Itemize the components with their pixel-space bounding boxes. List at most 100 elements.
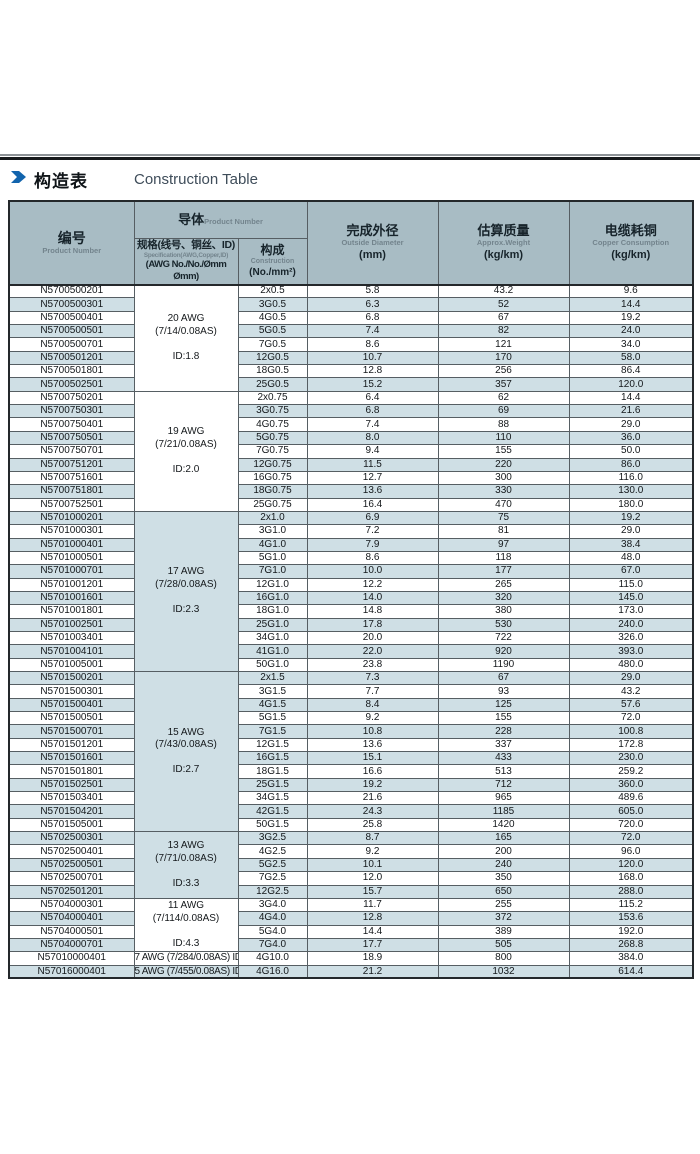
cell-construction: 3G0.5 bbox=[237, 297, 308, 312]
cell-outside-diameter: 14.8 bbox=[306, 604, 439, 619]
cell-product-number: N5704000501 bbox=[8, 924, 135, 939]
table-row: N5701000501 5G1.0 8.6 118 48.0 bbox=[8, 550, 694, 566]
cell-approx-weight: 712 bbox=[437, 777, 570, 793]
header-outside-diameter: 完成外径 Outside Diameter (mm) bbox=[306, 200, 439, 286]
table-row: N5702500301 13 AWG (7/71/0.08AS) ID:3.3 3G2… bbox=[8, 831, 694, 899]
cell-approx-weight: 265 bbox=[437, 577, 570, 592]
table-row: N5700502501 25G0.5 15.2 357 120.0 bbox=[8, 377, 694, 392]
cell-approx-weight: 93 bbox=[437, 684, 570, 699]
page-title-zh: 构造表 bbox=[34, 172, 88, 191]
cell-outside-diameter: 15.1 bbox=[306, 751, 439, 766]
cell-copper-consumption: 38.4 bbox=[568, 537, 694, 552]
table-row: N5700752501 25G0.75 16.4 470 180.0 bbox=[8, 497, 694, 512]
cell-construction: 3G0.75 bbox=[237, 404, 308, 419]
cell-construction: 16G1.5 bbox=[237, 751, 308, 766]
cell-copper-consumption: 614.4 bbox=[568, 964, 694, 979]
cell-outside-diameter: 10.7 bbox=[306, 350, 439, 366]
header-spec-zh: 规格(线号、铜丝、ID) bbox=[137, 238, 235, 251]
cell-product-number: N5701504201 bbox=[8, 804, 135, 819]
cell-product-number: N5701000401 bbox=[8, 537, 135, 552]
header-spec-en: Specification(AWG,Copper,ID) bbox=[143, 251, 229, 259]
cell-approx-weight: 177 bbox=[437, 564, 570, 579]
cell-outside-diameter: 7.4 bbox=[306, 417, 439, 432]
cell-approx-weight: 97 bbox=[437, 537, 570, 552]
table-row: N5704000501 5G4.0 14.4 389 192.0 bbox=[8, 924, 694, 939]
page-title-en: Construction Table bbox=[134, 171, 258, 188]
cell-outside-diameter: 6.4 bbox=[306, 390, 439, 406]
header-construction-en: Construction bbox=[250, 258, 295, 265]
cell-construction: 12G1.0 bbox=[237, 577, 308, 592]
cell-product-number: N5700750301 bbox=[8, 404, 135, 419]
table-row: N5701000401 4G1.0 7.9 97 38.4 bbox=[8, 537, 694, 552]
header-spec-unit: (AWG No./No./Ømm Ømm) bbox=[145, 258, 227, 283]
table-row: N5701502501 25G1.5 19.2 712 360.0 bbox=[8, 777, 694, 793]
cell-copper-consumption: 480.0 bbox=[568, 657, 694, 673]
cell-copper-consumption: 72.0 bbox=[568, 831, 694, 846]
cell-outside-diameter: 12.7 bbox=[306, 470, 439, 486]
cell-outside-diameter: 12.0 bbox=[306, 871, 439, 886]
cell-approx-weight: 200 bbox=[437, 844, 570, 859]
cell-construction: 4G0.75 bbox=[237, 417, 308, 432]
cell-outside-diameter: 12.8 bbox=[306, 364, 439, 379]
table-row: N5701500701 7G1.5 10.8 228 100.8 bbox=[8, 724, 694, 739]
cell-copper-consumption: 21.6 bbox=[568, 404, 694, 419]
table-row: N5700500701 7G0.5 8.6 121 34.0 bbox=[8, 337, 694, 352]
table-row: N5700750301 3G0.75 6.8 69 21.6 bbox=[8, 404, 694, 419]
table-row: N5701503401 34G1.5 21.6 965 489.6 bbox=[8, 791, 694, 806]
cell-construction: 12G2.5 bbox=[237, 884, 308, 899]
table-row: N5701504201 42G1.5 24.3 1185 605.0 bbox=[8, 804, 694, 819]
table-row: N5700501801 18G0.5 12.8 256 86.4 bbox=[8, 364, 694, 379]
cell-product-number: N5701500701 bbox=[8, 724, 135, 739]
cell-outside-diameter: 12.2 bbox=[306, 577, 439, 592]
cell-approx-weight: 52 bbox=[437, 297, 570, 312]
cell-construction: 4G16.0 bbox=[237, 964, 308, 979]
cell-product-number: N5702500701 bbox=[8, 871, 135, 886]
header-copper-unit: (kg/km) bbox=[611, 249, 651, 262]
right-chevron-arrow-icon bbox=[10, 170, 26, 189]
cell-copper-consumption: 29.0 bbox=[568, 671, 694, 686]
cell-product-number: N5700501801 bbox=[8, 364, 135, 379]
cell-approx-weight: 800 bbox=[437, 951, 570, 966]
table-row: N5702500501 5G2.5 10.1 240 120.0 bbox=[8, 857, 694, 873]
cell-approx-weight: 69 bbox=[437, 404, 570, 419]
cell-approx-weight: 256 bbox=[437, 364, 570, 379]
cell-product-number: N5700502501 bbox=[8, 377, 135, 392]
cell-outside-diameter: 6.3 bbox=[306, 297, 439, 312]
table-header: 编号 Product Number 导体Product Number 完成外径 … bbox=[8, 200, 694, 286]
cell-construction: 12G0.5 bbox=[237, 350, 308, 366]
table-row: N5701002501 25G1.0 17.8 530 240.0 bbox=[8, 617, 694, 632]
cell-copper-consumption: 230.0 bbox=[568, 751, 694, 766]
cell-construction: 18G0.5 bbox=[237, 364, 308, 379]
cell-construction: 34G1.5 bbox=[237, 791, 308, 806]
cell-product-number: N5701501601 bbox=[8, 751, 135, 766]
cell-copper-consumption: 120.0 bbox=[568, 377, 694, 392]
table-row: N5701501801 18G1.5 16.6 513 259.2 bbox=[8, 764, 694, 779]
table-row: N5701004101 41G1.0 22.0 920 393.0 bbox=[8, 644, 694, 659]
table-row: N5701505001 50G1.5 25.8 1420 720.0 bbox=[8, 817, 694, 833]
cell-construction: 7G0.5 bbox=[237, 337, 308, 352]
cell-construction: 7G4.0 bbox=[237, 937, 308, 953]
cell-outside-diameter: 11.7 bbox=[306, 897, 439, 913]
cell-outside-diameter: 24.3 bbox=[306, 804, 439, 819]
cell-outside-diameter: 9.2 bbox=[306, 711, 439, 726]
cell-approx-weight: 372 bbox=[437, 911, 570, 926]
table-row: N5701000201 17 AWG (7/28/0.08AS) ID:2.3 2x1… bbox=[8, 510, 694, 673]
cell-approx-weight: 110 bbox=[437, 430, 570, 446]
cell-outside-diameter: 12.8 bbox=[306, 911, 439, 926]
header-conductor: 导体Product Number bbox=[133, 200, 308, 239]
cell-copper-consumption: 153.6 bbox=[568, 911, 694, 926]
cell-approx-weight: 62 bbox=[437, 390, 570, 406]
cell-copper-consumption: 34.0 bbox=[568, 337, 694, 352]
cell-construction: 7G0.75 bbox=[237, 444, 308, 459]
cell-approx-weight: 170 bbox=[437, 350, 570, 366]
cell-product-number: N57010000401 bbox=[8, 951, 135, 966]
cell-outside-diameter: 7.7 bbox=[306, 684, 439, 699]
table-row: N5701500201 15 AWG (7/43/0.08AS) ID:2.7 2x1… bbox=[8, 671, 694, 833]
header-copper-zh: 电缆耗铜 bbox=[604, 223, 657, 239]
cell-copper-consumption: 360.0 bbox=[568, 777, 694, 793]
cell-outside-diameter: 23.8 bbox=[306, 657, 439, 673]
header-construction-unit: (No./mm²) bbox=[249, 267, 296, 279]
table-row: N5700750201 19 AWG (7/21/0.08AS) ID:2.0 2x0… bbox=[8, 390, 694, 512]
cell-approx-weight: 650 bbox=[437, 884, 570, 899]
header-weight-en: Approx.Weight bbox=[476, 238, 531, 248]
